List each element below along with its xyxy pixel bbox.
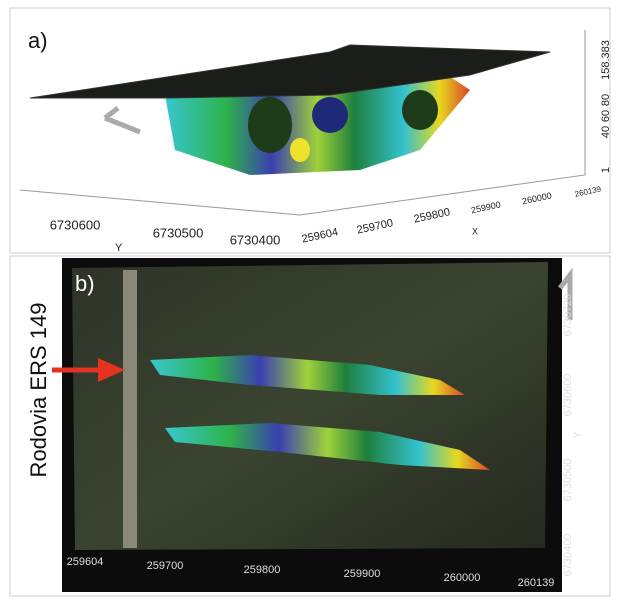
x-tick-label: 260139 (518, 577, 555, 589)
north-arrow (103, 106, 141, 135)
resistivity-profile (150, 355, 465, 395)
x-axis-title: X (472, 226, 478, 236)
y-axis-title: Y (115, 242, 123, 254)
x-tick-label: 259604 (67, 556, 104, 568)
x-tick-label: 260000 (444, 572, 481, 584)
y-tick-label: 6730600 (562, 374, 574, 417)
north-arrow (558, 267, 573, 320)
road-label: Rodovia ERS 149 (26, 303, 51, 478)
x-tick-label: 259800 (244, 564, 281, 576)
y-axis-title: Y (572, 431, 584, 439)
y-tick-label: 6730500 (153, 225, 204, 240)
panel-label: a) (28, 28, 48, 53)
anomaly (290, 138, 310, 162)
y-tick-label: 6730400 (562, 534, 574, 577)
satellite-image (72, 262, 548, 550)
panel-label: b) (75, 271, 95, 296)
z-tick-label: 40 (600, 126, 612, 138)
y-tick-label: 6730400 (230, 232, 281, 247)
y-tick-label: 6730720 (562, 294, 574, 337)
axis-box (19, 30, 586, 216)
x-tick-label: 259700 (147, 560, 184, 572)
panel-a: a) 1 40 60 80 158.383 259604 259700 2598… (9, 7, 612, 254)
arrow-head (98, 358, 125, 382)
z-tick-label: 60 (600, 110, 612, 122)
z-tick-label: 158.383 (600, 40, 612, 80)
y-tick-label: 6730500 (562, 459, 574, 502)
resistivity-profile (165, 423, 490, 470)
terrain-surface (29, 44, 551, 99)
y-tick-label: 6730600 (50, 217, 101, 232)
anomaly (402, 90, 438, 130)
panel-b: b) Rodovia ERS 149 259604 259700 259800 … (9, 255, 611, 597)
z-tick-label: 80 (600, 94, 612, 106)
anomaly (312, 97, 348, 133)
z-tick-label: 1 (600, 167, 612, 173)
x-tick-label: 259900 (344, 568, 381, 580)
anomaly (248, 97, 292, 153)
road (123, 270, 137, 548)
